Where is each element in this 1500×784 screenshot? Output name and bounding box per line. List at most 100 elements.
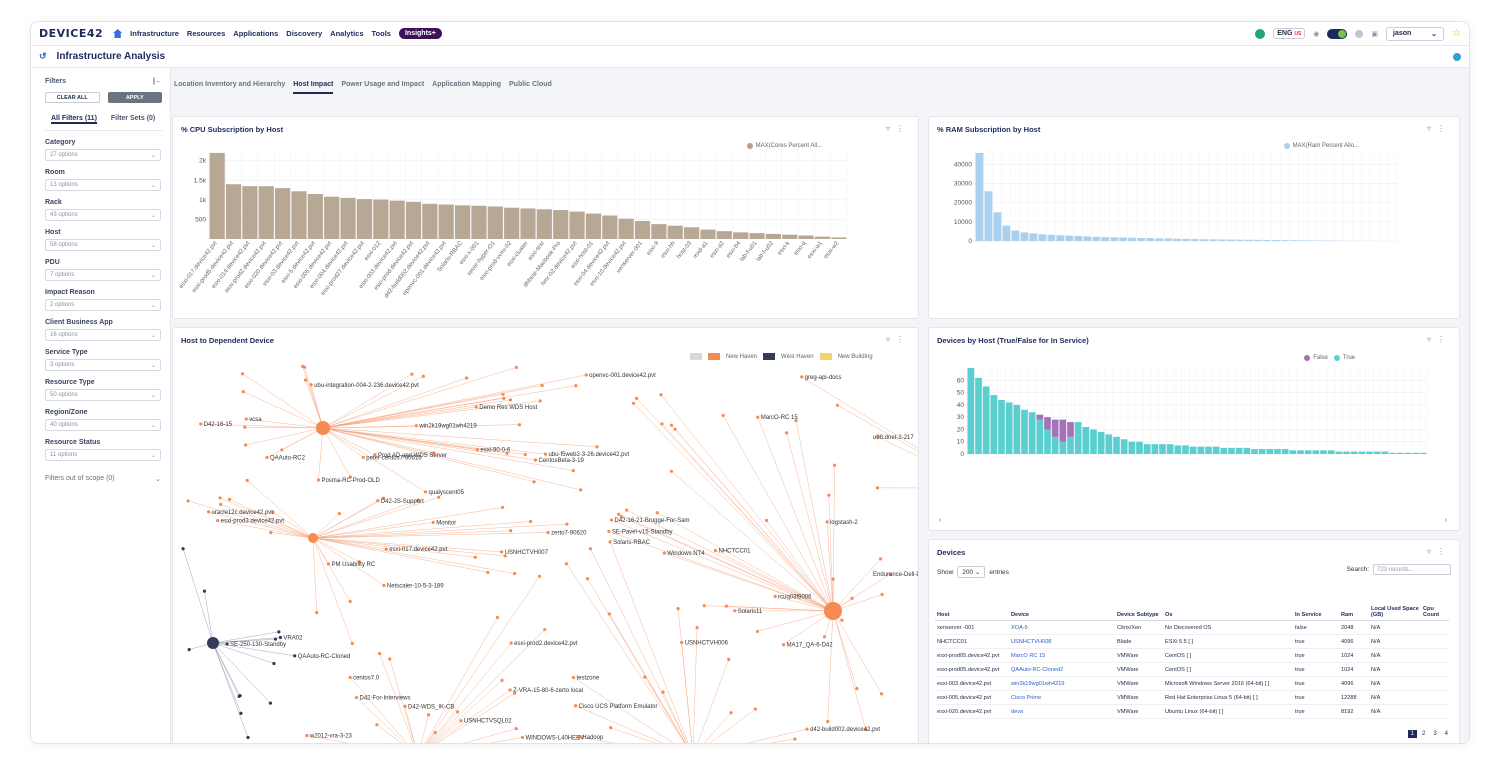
bar[interactable] [438, 204, 454, 239]
bar[interactable] [1011, 230, 1020, 241]
graph-node[interactable] [500, 505, 505, 510]
column-header[interactable]: Ram [1339, 604, 1369, 621]
help-icon[interactable] [1355, 29, 1364, 38]
bar-true[interactable] [1343, 451, 1350, 454]
graph-node[interactable] [501, 392, 505, 396]
bar[interactable] [1280, 240, 1289, 241]
bar-true[interactable] [1220, 447, 1228, 454]
graph-node[interactable] [309, 383, 313, 387]
bar[interactable] [209, 152, 225, 239]
graph-node[interactable] [800, 375, 804, 379]
bar[interactable] [487, 206, 503, 239]
graph-node[interactable] [505, 451, 509, 455]
bar[interactable] [1002, 225, 1011, 241]
device-link[interactable]: QAAuto-RC-Cloned2 [1009, 662, 1115, 677]
graph-node[interactable] [237, 694, 241, 699]
panel-menu-icon[interactable]: ▿⋮ [885, 335, 910, 344]
column-header[interactable]: Device [1009, 604, 1115, 621]
graph-node[interactable] [533, 458, 538, 462]
bar[interactable] [373, 199, 389, 239]
nav-tools[interactable]: Tools [371, 29, 391, 38]
tab-application-mapping[interactable]: Application Mapping [432, 81, 501, 88]
tab-all-filters[interactable]: All Filters (11) [51, 115, 97, 124]
graph-node[interactable] [729, 711, 733, 715]
bar[interactable] [765, 233, 781, 239]
graph-node[interactable] [500, 678, 504, 683]
bar[interactable] [1056, 235, 1065, 241]
bar[interactable] [975, 153, 984, 241]
graph-node[interactable] [660, 422, 664, 426]
graph-node[interactable] [713, 548, 718, 553]
graph-node[interactable] [271, 510, 275, 514]
filter-select[interactable]: 58 options ⌄ [45, 239, 161, 251]
bar[interactable] [1146, 238, 1154, 241]
graph-node[interactable] [225, 642, 229, 646]
graph-node[interactable] [382, 583, 386, 588]
bar-true[interactable] [1205, 446, 1212, 454]
bar[interactable] [1137, 237, 1145, 241]
graph-node[interactable] [509, 641, 513, 645]
briefcase-icon[interactable]: ▣ [1371, 30, 1379, 38]
bar-true[interactable] [1151, 444, 1159, 454]
bar-true[interactable] [1327, 450, 1335, 454]
graph-node[interactable] [244, 443, 248, 447]
bar-true[interactable] [982, 386, 990, 454]
graph-node[interactable] [268, 701, 273, 705]
bar-true[interactable] [1174, 445, 1182, 454]
graph-node[interactable] [635, 396, 639, 400]
graph-node[interactable] [643, 675, 647, 679]
bar[interactable] [1119, 237, 1128, 241]
graph-node[interactable] [269, 530, 273, 535]
graph-node[interactable] [375, 723, 379, 727]
table-row[interactable]: esxi-003.device42.pvt win2k19wg01wh4219 VM… [935, 676, 1449, 691]
bar[interactable] [651, 224, 667, 239]
graph-node[interactable] [609, 726, 613, 730]
graph-node[interactable] [585, 577, 590, 581]
bar[interactable] [242, 186, 258, 239]
graph-node[interactable] [357, 560, 362, 564]
tab-power-usage-and-impact[interactable]: Power Usage and Impact [341, 81, 425, 88]
bar-true[interactable] [990, 395, 998, 454]
graph-node[interactable] [595, 445, 599, 449]
bar[interactable] [1173, 238, 1181, 241]
bar-true[interactable] [1197, 446, 1205, 454]
bar[interactable] [814, 236, 831, 239]
filter-select[interactable]: 11 options ⌄ [45, 449, 161, 461]
graph-node[interactable] [832, 463, 837, 467]
graph-node[interactable] [680, 640, 684, 645]
bar[interactable] [536, 209, 552, 239]
graph-node[interactable] [514, 365, 518, 369]
graph-node[interactable] [855, 687, 859, 691]
bar-true[interactable] [1251, 449, 1258, 454]
bar[interactable] [1083, 236, 1092, 241]
bar[interactable] [422, 203, 438, 239]
graph-node[interactable] [302, 365, 307, 369]
bar[interactable] [1227, 239, 1235, 241]
bar-true[interactable] [1182, 445, 1189, 454]
graph-node[interactable] [421, 374, 425, 378]
bar[interactable] [1038, 234, 1047, 241]
table-row[interactable]: xenserver -001 XOA-5 Citrix/Xen No Discover… [935, 620, 1449, 635]
graph-node[interactable] [781, 643, 786, 647]
bar[interactable] [471, 205, 487, 239]
graph-node[interactable] [219, 502, 223, 506]
bar-true[interactable] [1373, 451, 1381, 454]
bar[interactable] [984, 191, 993, 241]
bar-true[interactable] [975, 377, 982, 454]
filter-select[interactable]: 43 options ⌄ [45, 209, 161, 221]
graph-node[interactable] [433, 730, 437, 735]
table-row[interactable]: esxi-005.device42.pvt Cisco Prime VMWare Re… [935, 690, 1449, 705]
graph-node[interactable] [607, 529, 611, 534]
graph-node[interactable] [764, 518, 769, 523]
graph-hub-node[interactable] [316, 421, 330, 435]
scroll-right-icon[interactable]: › [1444, 517, 1447, 524]
bar[interactable] [1155, 238, 1163, 241]
bar-true[interactable] [1005, 402, 1013, 454]
graph-node[interactable] [850, 596, 854, 600]
tab-location-inventory-and-hierarchy[interactable]: Location Inventory and Hierarchy [174, 81, 286, 88]
star-icon[interactable]: ☆ [1452, 28, 1461, 39]
bar-true[interactable] [1128, 441, 1136, 454]
bar[interactable] [1182, 238, 1190, 241]
bar-true[interactable] [1350, 451, 1358, 454]
graph-node[interactable] [721, 413, 725, 418]
